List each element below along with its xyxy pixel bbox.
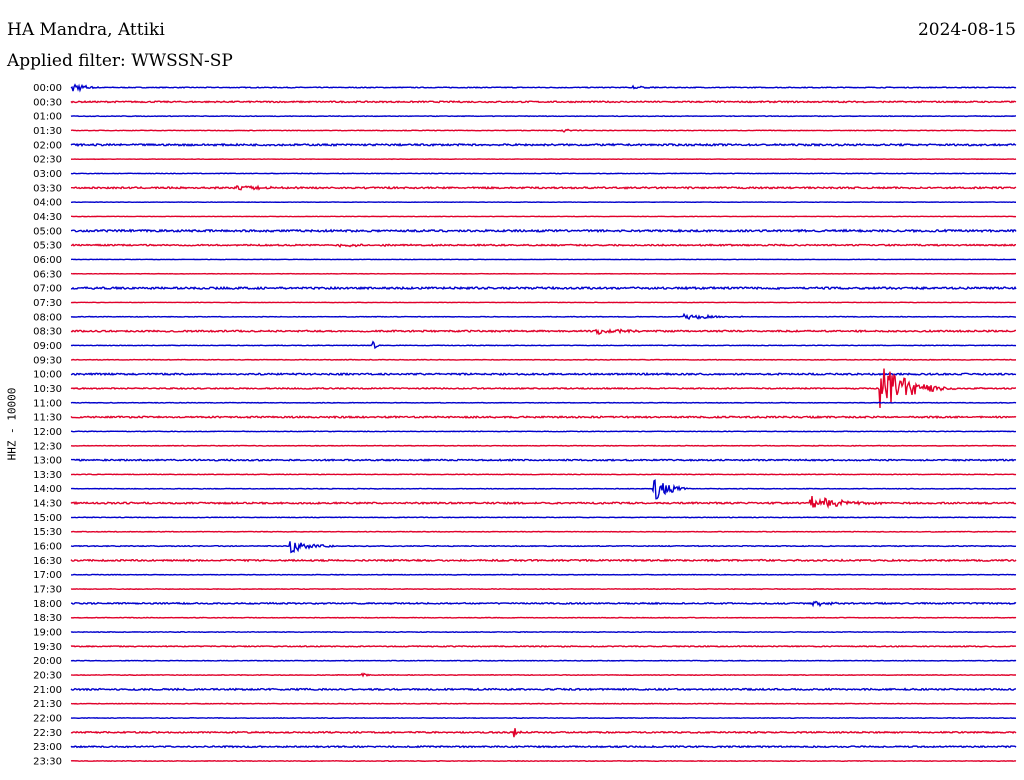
time-label-0330: 03:30 — [33, 183, 62, 194]
time-label-0400: 04:00 — [33, 198, 62, 209]
trace-row-0800 — [70, 312, 1017, 320]
trace-row-2300 — [70, 744, 1017, 749]
time-label-1030: 10:30 — [33, 384, 62, 395]
time-label-0500: 05:00 — [33, 226, 62, 237]
trace-row-1930 — [70, 644, 1017, 648]
time-label-1230: 12:30 — [33, 441, 62, 452]
time-label-1600: 16:00 — [33, 542, 62, 553]
trace-row-0130 — [70, 128, 1017, 133]
trace-row-1730 — [70, 587, 1017, 591]
trace-row-1300 — [70, 458, 1017, 462]
trace-row-1030 — [70, 368, 1017, 409]
time-label-0830: 08:30 — [33, 327, 62, 338]
time-label-1930: 19:30 — [33, 642, 62, 653]
time-label-0730: 07:30 — [33, 298, 62, 309]
time-label-0600: 06:00 — [33, 255, 62, 266]
time-label-1130: 11:30 — [33, 413, 62, 424]
time-label-1530: 15:30 — [33, 527, 62, 538]
time-label-1830: 18:30 — [33, 613, 62, 624]
trace-row-1000 — [70, 372, 1017, 377]
time-label-2030: 20:30 — [33, 671, 62, 682]
trace-row-0930 — [71, 358, 1017, 361]
time-label-1100: 11:00 — [33, 398, 62, 409]
trace-row-1530 — [70, 530, 1017, 533]
trace-row-0200 — [70, 142, 1017, 148]
time-label-0030: 00:30 — [33, 97, 62, 108]
trace-row-2100 — [70, 687, 1017, 692]
trace-row-1230 — [70, 444, 1017, 447]
trace-row-2000 — [70, 659, 1017, 662]
time-label-0100: 01:00 — [33, 112, 62, 123]
trace-row-1630 — [70, 558, 1017, 563]
time-label-1400: 14:00 — [33, 484, 62, 495]
trace-row-0100 — [70, 115, 1016, 118]
trace-row-0900 — [70, 340, 1017, 350]
time-label-0200: 02:00 — [33, 140, 62, 151]
time-label-0630: 06:30 — [33, 269, 62, 280]
time-label-1330: 13:30 — [33, 470, 62, 481]
time-label-0230: 02:30 — [33, 155, 62, 166]
trace-row-1500 — [70, 516, 1017, 519]
time-label-2130: 21:30 — [33, 699, 62, 710]
time-label-0700: 07:00 — [33, 284, 62, 295]
trace-row-0000 — [70, 83, 1017, 93]
filter-label: Applied filter: WWSSN-SP — [7, 51, 233, 71]
trace-row-0330 — [70, 184, 1017, 191]
time-label-2200: 22:00 — [33, 714, 62, 725]
trace-row-2030 — [70, 672, 1017, 678]
time-label-1900: 19:00 — [33, 628, 62, 639]
time-label-0000: 00:00 — [33, 83, 62, 94]
station-title: HA Mandra, Attiki — [7, 20, 165, 40]
trace-row-0700 — [70, 285, 1017, 291]
time-label-0900: 09:00 — [33, 341, 62, 352]
trace-row-1100 — [70, 401, 1017, 404]
trace-row-0530 — [70, 243, 1017, 248]
time-label-1300: 13:00 — [33, 456, 62, 467]
time-label-2100: 21:00 — [33, 685, 62, 696]
time-label-1800: 18:00 — [33, 599, 62, 610]
trace-row-1400 — [70, 479, 1017, 500]
trace-row-1800 — [70, 600, 1017, 608]
time-label-1430: 14:30 — [33, 499, 62, 510]
trace-row-1330 — [70, 473, 1017, 476]
trace-row-0500 — [70, 228, 1017, 234]
trace-row-2130 — [70, 702, 1017, 705]
trace-row-1830 — [70, 616, 1017, 619]
time-label-1630: 16:30 — [33, 556, 62, 567]
trace-row-2230 — [70, 728, 1017, 738]
time-label-0930: 09:30 — [33, 355, 62, 366]
time-label-1730: 17:30 — [33, 585, 62, 596]
time-label-2330: 23:30 — [33, 757, 62, 768]
time-label-1000: 10:00 — [33, 370, 62, 381]
time-label-0300: 03:00 — [33, 169, 62, 180]
trace-row-2200 — [70, 716, 1017, 720]
trace-row-1600 — [70, 541, 1017, 554]
trace-row-0300 — [70, 172, 1017, 175]
trace-row-1900 — [70, 630, 1017, 634]
time-label-1200: 12:00 — [33, 427, 62, 438]
trace-row-1430 — [70, 495, 1017, 509]
time-label-2230: 22:30 — [33, 728, 62, 739]
trace-row-0830 — [70, 328, 1017, 336]
trace-row-2330 — [70, 759, 1017, 763]
time-label-0530: 05:30 — [33, 241, 62, 252]
trace-row-1200 — [70, 430, 1017, 433]
time-label-1500: 15:00 — [33, 513, 62, 524]
time-label-0130: 01:30 — [33, 126, 62, 137]
date-label: 2024-08-15 — [917, 20, 1016, 40]
trace-row-1130 — [70, 415, 1017, 420]
time-label-1700: 17:00 — [33, 570, 62, 581]
time-label-0430: 04:30 — [33, 212, 62, 223]
time-label-2000: 20:00 — [33, 656, 62, 667]
time-label-2300: 23:00 — [33, 742, 62, 753]
time-label-0800: 08:00 — [33, 312, 62, 323]
trace-row-0030 — [70, 100, 1017, 104]
trace-row-1700 — [70, 573, 1017, 576]
